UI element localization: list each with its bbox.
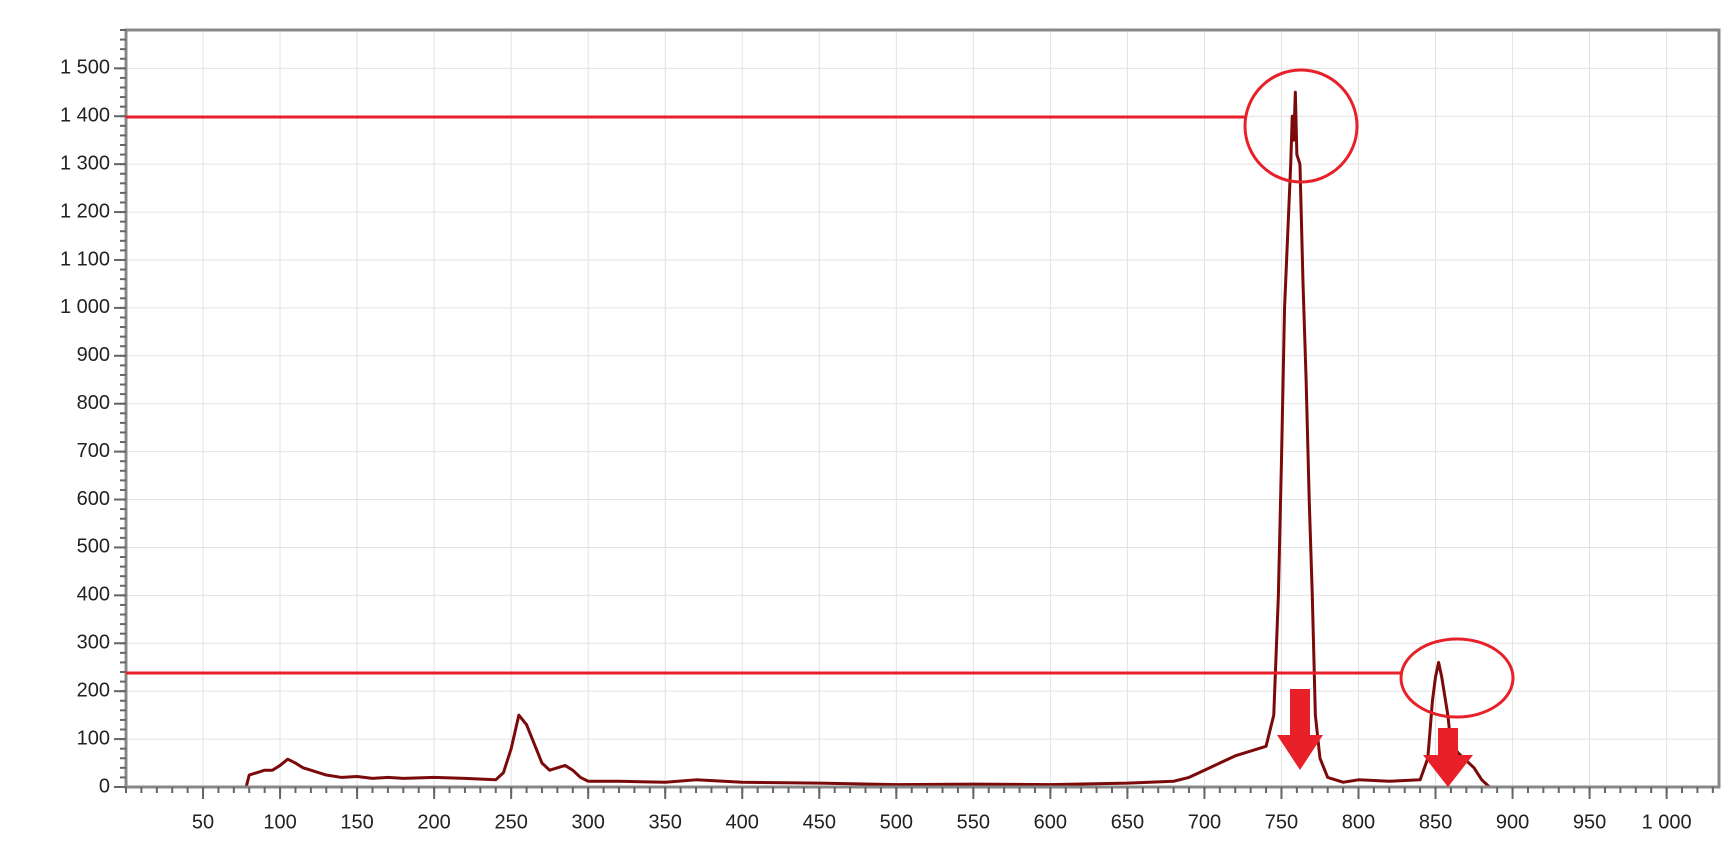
y-tick-label: 700	[77, 440, 110, 462]
x-tick-label: 200	[417, 811, 450, 833]
y-tick-label: 0	[99, 775, 110, 797]
x-tick-label: 800	[1342, 811, 1375, 833]
y-tick-label: 1 400	[60, 105, 110, 127]
annotation-circle	[1243, 68, 1359, 184]
y-tick-label: 1 000	[60, 296, 110, 318]
x-tick-label: 400	[726, 811, 759, 833]
y-tick-label: 600	[77, 488, 110, 510]
x-tick-label: 300	[571, 811, 604, 833]
x-tick-label: 950	[1573, 811, 1606, 833]
x-tick-label: 750	[1265, 811, 1298, 833]
annotation-circle	[1399, 637, 1515, 719]
y-tick-label: 900	[77, 344, 110, 366]
y-tick-label: 500	[77, 536, 110, 558]
annotations	[126, 68, 1515, 787]
y-tick-label: 1 100	[60, 248, 110, 270]
x-tick-label: 250	[494, 811, 527, 833]
y-tick-label: 1 300	[60, 152, 110, 174]
y-tick-label: 200	[77, 679, 110, 701]
annotation-arrow	[1277, 689, 1323, 770]
x-tick-label: 500	[880, 811, 913, 833]
y-tick-label: 300	[77, 632, 110, 654]
plot	[126, 90, 1719, 789]
y-tick-label: 100	[77, 727, 110, 749]
x-tick-label: 150	[340, 811, 373, 833]
x-tick-label: 550	[957, 811, 990, 833]
x-tick-label: 100	[263, 811, 296, 833]
annotation-arrow	[1423, 728, 1473, 787]
data-line	[126, 90, 1719, 789]
y-tick-label: 1 500	[60, 57, 110, 79]
x-tick-label: 850	[1419, 811, 1452, 833]
y-tick-label: 400	[77, 584, 110, 606]
y-tick-label: 1 200	[60, 200, 110, 222]
x-tick-label: 650	[1111, 811, 1144, 833]
x-tick-label: 900	[1496, 811, 1529, 833]
grid	[126, 30, 1719, 788]
x-tick-label: 450	[803, 811, 836, 833]
plot-frame	[124, 28, 1721, 789]
x-tick-label: 350	[649, 811, 682, 833]
x-tick-label: 600	[1034, 811, 1067, 833]
y-tick-label: 800	[77, 392, 110, 414]
x-tick-label: 700	[1188, 811, 1221, 833]
x-tick-label: 50	[192, 811, 214, 833]
x-tick-label: 1 000	[1642, 811, 1692, 833]
